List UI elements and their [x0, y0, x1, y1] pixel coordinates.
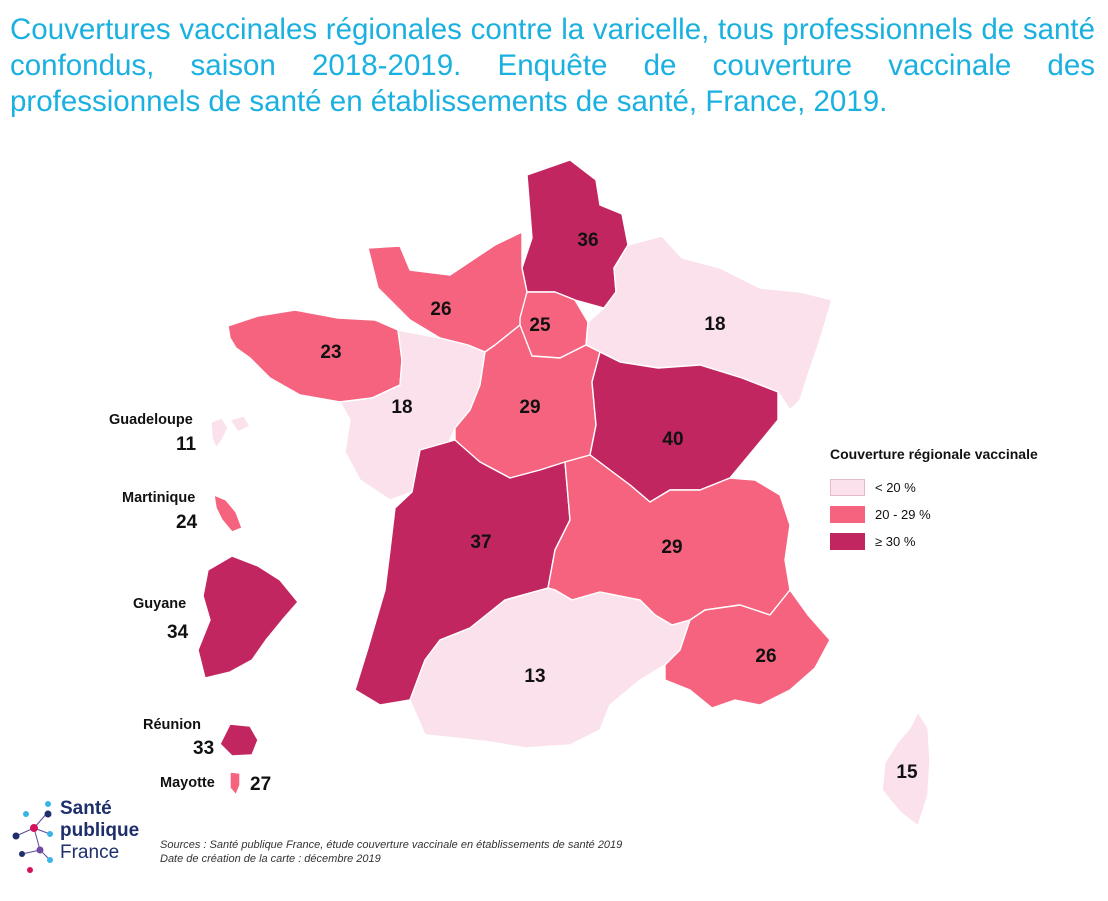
- territory-value-guyane: 34: [167, 622, 189, 643]
- sante-publique-france-logo: Santé publique France: [8, 798, 158, 874]
- legend-label-low: < 20 %: [875, 480, 916, 495]
- territory-name-reunion: Réunion: [143, 717, 201, 733]
- territory-reunion: [219, 723, 259, 757]
- region-bretagne: [227, 309, 403, 403]
- legend-label-mid: 20 - 29 %: [875, 507, 931, 522]
- territory-value-martinique: 24: [176, 512, 198, 533]
- legend-swatch-high: [830, 533, 865, 550]
- territory-name-mayotte: Mayotte: [160, 775, 215, 791]
- region-value-bretagne: 23: [320, 342, 341, 363]
- page-title: Couvertures vaccinales régionales contre…: [10, 13, 1095, 118]
- region-corse: [881, 711, 931, 827]
- logo-text-line3: France: [60, 842, 120, 863]
- region-value-occitanie: 13: [524, 666, 545, 687]
- legend-item-high: ≥ 30 %: [830, 528, 1038, 555]
- region-value-pays-de-la-loire: 18: [391, 397, 412, 418]
- region-occitanie: [409, 587, 691, 749]
- legend-item-mid: 20 - 29 %: [830, 501, 1038, 528]
- territory-guadeloupe: [210, 415, 251, 449]
- map-legend: Couverture régionale vaccinale < 20 % 20…: [830, 446, 1038, 555]
- territory-value-guadeloupe: 11: [176, 434, 197, 455]
- region-value-paca: 26: [755, 646, 776, 667]
- region-value-centre-val-de-loire: 29: [519, 397, 540, 418]
- legend-title: Couverture régionale vaccinale: [830, 446, 1038, 462]
- creation-date-line: Date de création de la carte : décembre …: [160, 853, 381, 865]
- logo-text-line1: Santé: [60, 798, 112, 819]
- territory-name-guadeloupe: Guadeloupe: [109, 412, 193, 428]
- territory-value-mayotte: 27: [250, 774, 272, 795]
- legend-swatch-low: [830, 479, 865, 496]
- territory-guyane: [197, 555, 299, 679]
- legend-swatch-mid: [830, 506, 865, 523]
- logo-dots-icon: [12, 801, 53, 873]
- region-value-bourgogne-franche-comte: 40: [662, 429, 683, 450]
- region-value-nouvelle-aquitaine: 37: [470, 532, 491, 553]
- sources-line: Sources : Santé publique France, étude c…: [160, 839, 623, 851]
- logo-text-line2: publique: [60, 820, 140, 841]
- map-sources: Sources : Santé publique France, étude c…: [160, 838, 622, 866]
- territory-value-reunion: 33: [193, 738, 215, 759]
- territory-martinique: [213, 494, 243, 533]
- territory-name-martinique: Martinique: [122, 490, 196, 506]
- legend-label-high: ≥ 30 %: [875, 534, 916, 549]
- region-value-normandie: 26: [430, 299, 451, 320]
- region-paca: [664, 589, 831, 709]
- territory-name-guyane: Guyane: [133, 596, 187, 612]
- territory-mayotte: [229, 771, 241, 796]
- legend-item-low: < 20 %: [830, 474, 1038, 501]
- region-hauts-de-france: [521, 159, 629, 309]
- region-value-grand-est: 18: [704, 314, 725, 335]
- region-value-auvergne-rhone-alpes: 29: [661, 537, 682, 558]
- region-value-ile-de-france: 25: [529, 315, 551, 336]
- region-value-corse: 15: [896, 762, 918, 783]
- region-value-hauts-de-france: 36: [577, 230, 598, 251]
